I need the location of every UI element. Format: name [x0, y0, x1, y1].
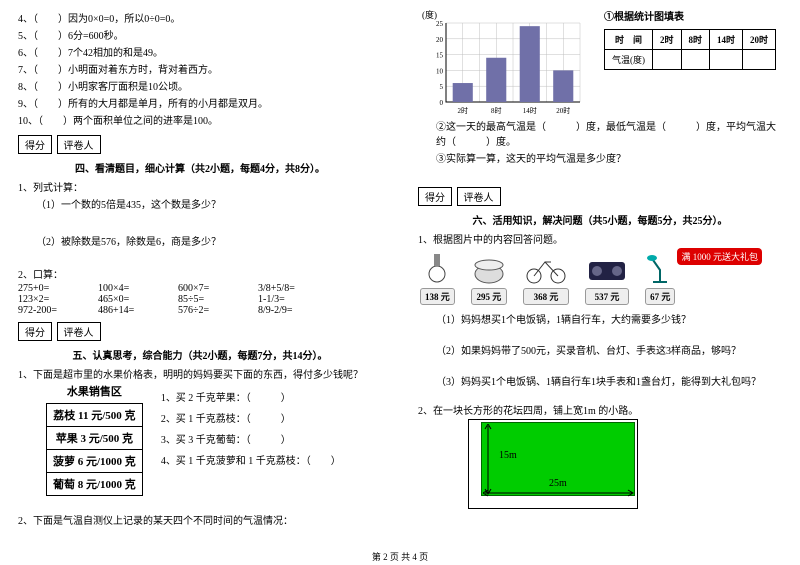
left-column: 4、（ ）因为0×0=0，所以0÷0=0。 5、（ ）6分=600秒。 6、（ … [0, 0, 400, 565]
svg-text:14时: 14时 [523, 106, 537, 115]
calc-row: 972-200=486+14=576÷2=8/9-2/9= [18, 305, 382, 316]
judge-item: 8、（ ）小明家客厅面积是10公顷。 [18, 78, 382, 93]
item-watch: 138 元 [420, 252, 455, 305]
price-header: 水果销售区 [46, 383, 143, 399]
bike-icon [523, 252, 569, 284]
temp-cell [681, 50, 710, 70]
q61a: （1）妈妈想买1个电饭锅，1辆自行车，大约需要多少钱？ [436, 311, 782, 326]
q61: 1、根据图片中的内容回答问题。 [418, 231, 782, 246]
price-cell: 菠萝 6 元/1000 克 [47, 450, 143, 473]
arrow-h-icon [483, 488, 635, 498]
qb: ③实际算一算，这天的平均气温是多少度？ [436, 150, 782, 165]
right-column: (度) 05101520252时8时14时20时 ①根据统计图填表 时 间 2时… [400, 0, 800, 565]
price-table-wrap: 水果销售区 荔枝 11 元/500 克 苹果 3 元/500 克 菠萝 6 元/… [18, 383, 143, 500]
svg-text:25: 25 [436, 21, 444, 28]
calc-row: 123×2=465×0=85÷5=1-1/3= [18, 294, 382, 305]
judge-item: 7、（ ）小明面对着东方时，背对着西方。 [18, 61, 382, 76]
q61c: （3）妈妈买1个电饭锅、1辆自行车1块手表和1盏台灯，能得到大礼包吗？ [436, 373, 782, 388]
buy-item: 4、买 1 千克菠萝和 1 千克荔枝：（ ） [161, 452, 341, 467]
svg-text:20: 20 [436, 36, 444, 44]
grader-box: 评卷人 [457, 187, 501, 206]
judge-item: 10、（ ）两个面积单位之间的进率是100。 [18, 112, 382, 127]
radio-icon [585, 252, 629, 284]
section-6-title: 六、活用知识，解决问题（共5小题，每题5分，共25分）。 [418, 212, 782, 227]
item-bike: 368 元 [523, 252, 569, 305]
page-footer: 第 2 页 共 4 页 [0, 550, 800, 563]
judge-item: 4、（ ）因为0×0=0，所以0÷0=0。 [18, 10, 382, 25]
q62: 2、在一块长方形的花坛四周，铺上宽1m 的小路。 [418, 402, 782, 417]
cooker-icon [471, 252, 507, 284]
temp-cell [710, 50, 743, 70]
items-row: 138 元 295 元 368 元 537 元 67 元 [418, 252, 677, 305]
chart-wrap: (度) 0 5 10 15 20 25 2时 8时 14时 20时 [418, 8, 584, 116]
svg-text:8时: 8时 [491, 106, 502, 115]
price-cell: 苹果 3 元/500 克 [47, 427, 143, 450]
item-price: 295 元 [471, 288, 507, 305]
temp-cell [653, 50, 682, 70]
section-4-title: 四、看清题目，细心计算（共2小题，每题4分，共8分）。 [18, 160, 382, 175]
chart-title: ①根据统计图填表 [604, 8, 776, 23]
score-box: 得分 [418, 187, 452, 206]
temp-th: 14时 [710, 30, 743, 50]
q1b: （2）被除数是576，除数是6，商是多少？ [36, 233, 382, 248]
q2: 2、口算： [18, 266, 382, 281]
svg-text:5: 5 [440, 83, 444, 91]
svg-text:0: 0 [440, 99, 444, 107]
temp-th: 2时 [653, 30, 682, 50]
price-table: 荔枝 11 元/500 克 苹果 3 元/500 克 菠萝 6 元/1000 克… [46, 403, 143, 496]
arrow-v-icon [483, 424, 493, 496]
svg-text:2时: 2时 [458, 106, 469, 115]
temp-cell: 气温(度) [605, 50, 653, 70]
bar-chart: 0 5 10 15 20 25 2时 8时 14时 20时 [424, 21, 584, 116]
q52: 2、下面是气温自测仪上记录的某天四个不同时间的气温情况： [18, 512, 382, 527]
svg-text:15: 15 [436, 52, 444, 60]
item-price: 537 元 [585, 288, 629, 305]
judge-item: 6、（ ）7个42相加的和是49。 [18, 44, 382, 59]
temp-th: 时 间 [605, 30, 653, 50]
lawn-h-label: 15m [499, 450, 517, 461]
qa: ②这一天的最高气温是（ ）度，最低气温是（ ）度，平均气温大约（ ）度。 [436, 118, 782, 148]
chart-ylabel: (度) [422, 8, 584, 21]
calc-row: 275+0=100×4=600×7=3/8+5/8= [18, 283, 382, 294]
item-price: 138 元 [420, 288, 455, 305]
item-price: 67 元 [645, 288, 675, 305]
buy-item: 1、买 2 千克苹果：（ ） [161, 389, 341, 404]
item-radio: 537 元 [585, 252, 629, 305]
q1: 1、列式计算： [18, 179, 382, 194]
judge-item: 5、（ ）6分=600秒。 [18, 27, 382, 42]
buy-item: 3、买 3 千克葡萄：（ ） [161, 431, 341, 446]
lamp-icon [647, 252, 673, 284]
watch-icon [423, 252, 451, 284]
buy-list: 1、买 2 千克苹果：（ ） 2、买 1 千克荔枝：（ ） 3、买 3 千克葡萄… [161, 383, 341, 500]
score-box: 得分 [18, 135, 52, 154]
q61b: （2）如果妈妈带了500元，买录音机、台灯、手表这3样商品，够吗？ [436, 342, 782, 357]
score-box: 得分 [18, 322, 52, 341]
temp-cell [743, 50, 776, 70]
section-5-title: 五、认真思考，综合能力（共2小题，每题7分，共14分）。 [18, 347, 382, 362]
lawn-diagram: 15m 25m [468, 419, 638, 509]
buy-item: 2、买 1 千克荔枝：（ ） [161, 410, 341, 425]
q1a: （1）一个数的5倍是435，这个数是多少？ [36, 196, 382, 211]
item-cooker: 295 元 [471, 252, 507, 305]
temp-table: 时 间 2时 8时 14时 20时 气温(度) [604, 29, 776, 70]
svg-text:10: 10 [436, 67, 444, 75]
price-cell: 葡萄 8 元/1000 克 [47, 473, 143, 496]
judge-item: 9、（ ）所有的大月都是单月，所有的小月都是双月。 [18, 95, 382, 110]
price-cell: 荔枝 11 元/500 克 [47, 404, 143, 427]
item-price: 368 元 [523, 288, 569, 305]
judge-list: 4、（ ）因为0×0=0，所以0÷0=0。 5、（ ）6分=600秒。 6、（ … [18, 10, 382, 127]
grader-box: 评卷人 [57, 135, 101, 154]
svg-text:20时: 20时 [556, 106, 570, 115]
gift-banner: 满 1000 元送大礼包 [677, 248, 762, 265]
temp-th: 8时 [681, 30, 710, 50]
q51: 1、下面是超市里的水果价格表，明明的妈妈要买下面的东西，得付多少钱呢？ [18, 366, 382, 381]
grader-box: 评卷人 [57, 322, 101, 341]
item-lamp: 67 元 [645, 252, 675, 305]
temp-th: 20时 [743, 30, 776, 50]
